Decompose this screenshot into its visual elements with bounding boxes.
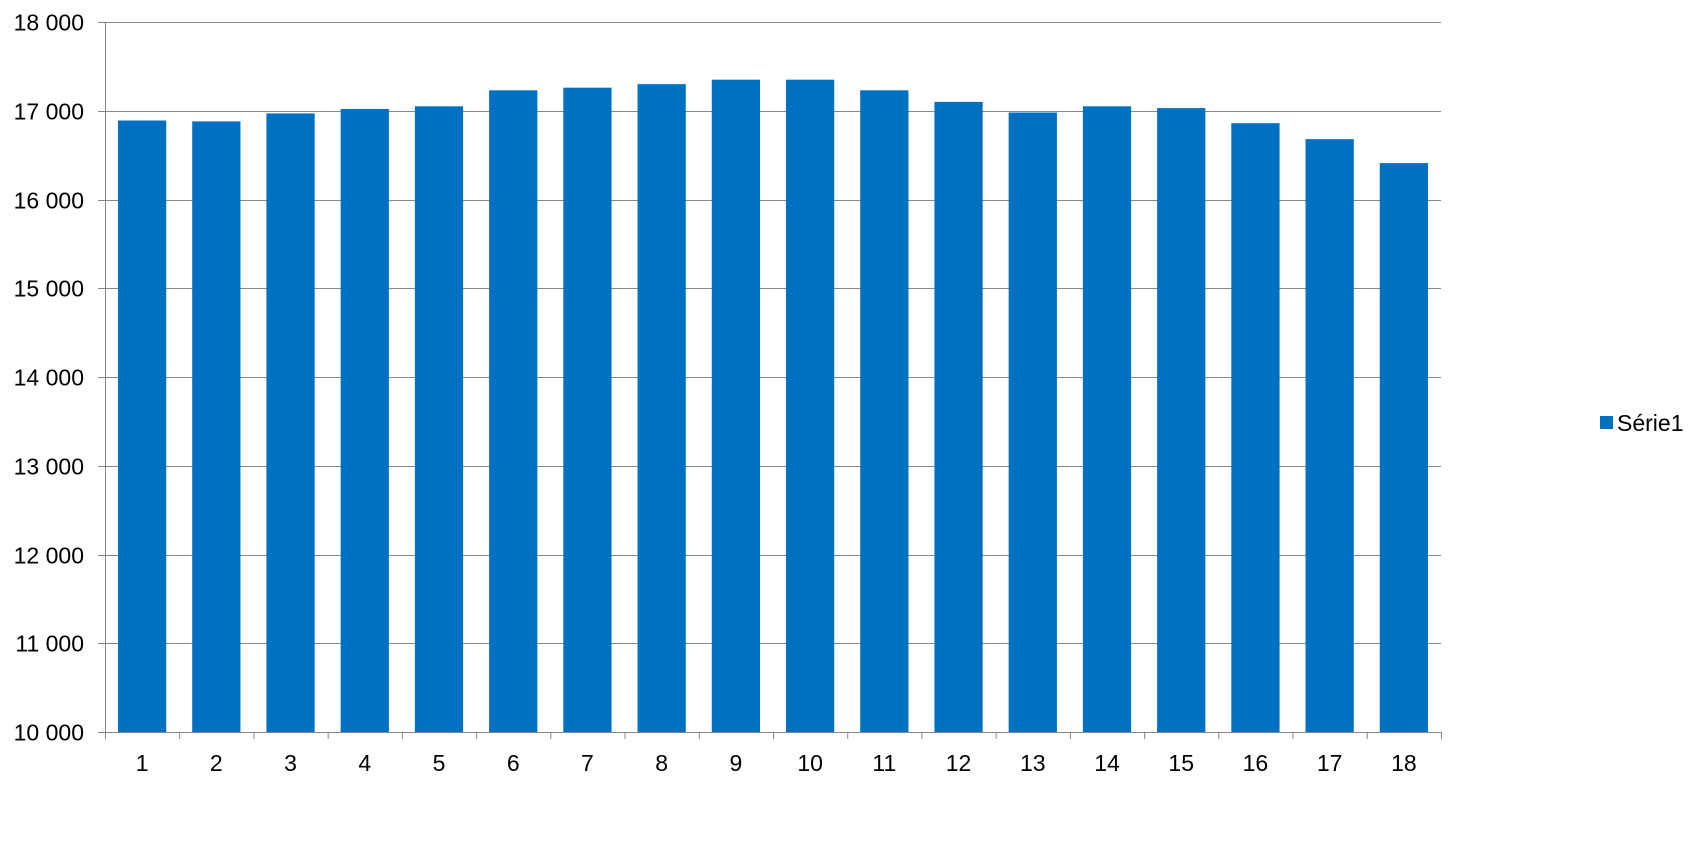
bar-10 xyxy=(785,79,835,732)
y-axis-tick-labels: 10 000 11 000 12 000 13 000 14 000 15 000 16 0… xyxy=(14,10,84,746)
y-tick-label-12000: 12 000 xyxy=(14,543,84,569)
y-tick-label-16000: 16 000 xyxy=(14,188,84,214)
x-tick-label-13: 13 xyxy=(1020,750,1046,776)
x-tick-label-15: 15 xyxy=(1168,750,1194,776)
x-tick-label-9: 9 xyxy=(729,750,742,776)
bar-9 xyxy=(711,79,761,732)
bar-13 xyxy=(1008,112,1057,732)
y-tick-label-13000: 13 000 xyxy=(14,454,84,480)
y-tick-label-11000: 11 000 xyxy=(15,631,84,657)
x-tick-label-3: 3 xyxy=(284,750,297,776)
axes xyxy=(98,22,1442,739)
bar-17 xyxy=(1305,139,1354,732)
bar-5 xyxy=(414,106,464,732)
bars xyxy=(117,79,1429,733)
x-tick-label-12: 12 xyxy=(946,750,972,776)
x-tick-label-8: 8 xyxy=(655,750,668,776)
bar-3 xyxy=(266,113,315,732)
bar-1 xyxy=(117,120,167,732)
x-tick-label-18: 18 xyxy=(1391,750,1417,776)
x-tick-label-2: 2 xyxy=(210,750,223,776)
bar-6 xyxy=(489,90,538,733)
legend-label-serie1: Série1 xyxy=(1617,410,1683,436)
legend-swatch-serie1 xyxy=(1600,416,1613,429)
x-tick-label-7: 7 xyxy=(581,750,594,776)
bar-11 xyxy=(860,90,909,733)
gridlines xyxy=(105,22,1441,644)
bar-7 xyxy=(563,87,612,733)
bar-15 xyxy=(1157,108,1206,733)
bar-16 xyxy=(1231,123,1280,733)
bar-8 xyxy=(637,84,686,733)
x-tick-label-10: 10 xyxy=(797,750,823,776)
y-tick-label-15000: 15 000 xyxy=(14,276,84,302)
x-tick-label-4: 4 xyxy=(358,750,371,776)
bar-14 xyxy=(1082,106,1132,732)
x-tick-label-11: 11 xyxy=(872,750,896,776)
y-tick-label-17000: 17 000 xyxy=(14,99,84,125)
y-tick-label-14000: 14 000 xyxy=(14,365,84,391)
y-tick-label-10000: 10 000 xyxy=(14,720,84,746)
x-tick-label-14: 14 xyxy=(1094,750,1120,776)
bar-18 xyxy=(1379,163,1429,733)
x-tick-label-5: 5 xyxy=(433,750,446,776)
bar-2 xyxy=(192,121,241,732)
bar-12 xyxy=(934,101,983,733)
x-tick-label-1: 1 xyxy=(136,750,149,776)
x-tick-label-16: 16 xyxy=(1243,750,1269,776)
legend: Série1 xyxy=(1600,410,1683,436)
bar-4 xyxy=(340,108,389,733)
x-tick-label-6: 6 xyxy=(507,750,520,776)
y-tick-label-18000: 18 000 xyxy=(14,10,84,36)
x-tick-label-17: 17 xyxy=(1317,750,1343,776)
x-axis-tick-labels: 1 2 3 4 5 6 7 8 9 10 11 12 13 14 15 16 17 18 xyxy=(136,750,1417,776)
